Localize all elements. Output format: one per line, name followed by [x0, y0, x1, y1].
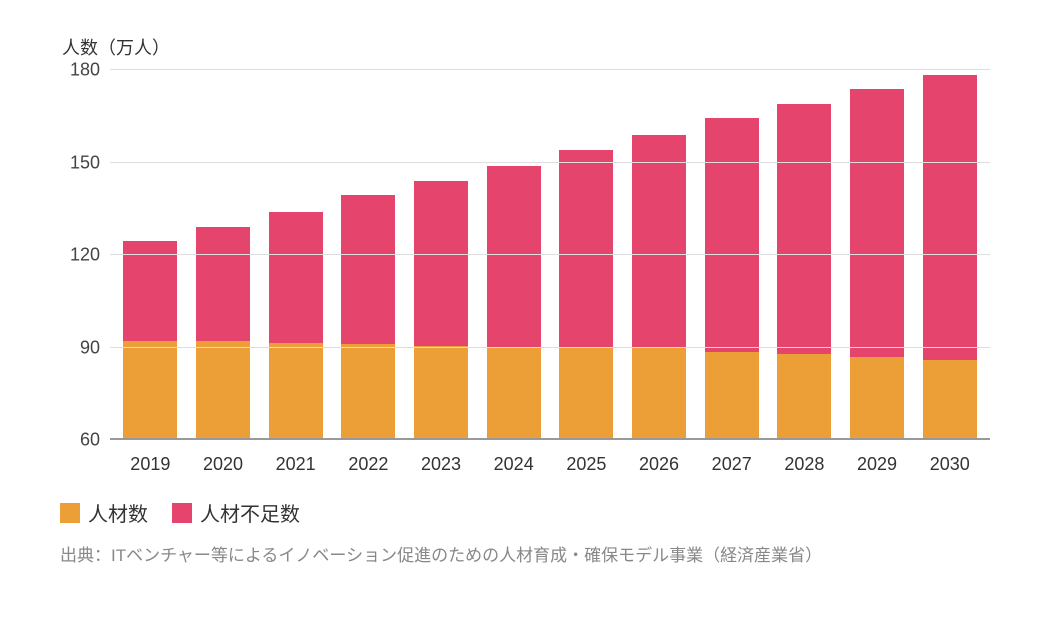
bar — [341, 195, 395, 440]
bar — [923, 75, 977, 440]
bar-segment-fusoku — [123, 241, 177, 341]
bar-segment-jinzai — [196, 341, 250, 440]
bar — [487, 166, 541, 440]
y-tick-label: 120 — [50, 245, 100, 266]
bar-slot: 2027 — [695, 70, 768, 440]
bar-segment-jinzai — [705, 352, 759, 440]
bar-segment-jinzai — [559, 348, 613, 441]
bar-segment-jinzai — [632, 348, 686, 441]
bar — [123, 241, 177, 440]
y-tick-label: 60 — [50, 430, 100, 451]
y-tick-label: 150 — [50, 152, 100, 173]
bar — [705, 118, 759, 440]
bar-slot: 2020 — [187, 70, 260, 440]
gridline — [110, 347, 990, 348]
bar-segment-jinzai — [850, 357, 904, 440]
bar-slot: 2019 — [114, 70, 187, 440]
legend-item-jinzai: 人材数 — [60, 498, 148, 527]
bar-segment-jinzai — [341, 344, 395, 440]
bar-slot: 2028 — [768, 70, 841, 440]
gridline — [110, 162, 990, 163]
x-tick-label: 2030 — [930, 454, 970, 475]
bar — [632, 135, 686, 440]
bar — [414, 181, 468, 440]
bar-segment-fusoku — [705, 118, 759, 352]
legend-swatch-fusoku — [172, 503, 192, 523]
bar-slot: 2029 — [841, 70, 914, 440]
bar — [196, 227, 250, 440]
x-tick-label: 2024 — [494, 454, 534, 475]
bar-slot: 2026 — [623, 70, 696, 440]
legend-swatch-jinzai — [60, 503, 80, 523]
y-tick-label: 90 — [50, 337, 100, 358]
bar-segment-jinzai — [777, 354, 831, 440]
bar — [559, 150, 613, 440]
bar-segment-fusoku — [632, 135, 686, 348]
bar-segment-fusoku — [414, 181, 468, 346]
bar-segment-jinzai — [414, 346, 468, 440]
bars-group: 2019202020212022202320242025202620272028… — [110, 70, 990, 440]
x-tick-label: 2027 — [712, 454, 752, 475]
bar-segment-fusoku — [269, 212, 323, 343]
bar-segment-jinzai — [923, 360, 977, 440]
bar-segment-jinzai — [123, 341, 177, 440]
bar-segment-fusoku — [777, 104, 831, 354]
bar-segment-jinzai — [269, 343, 323, 440]
bar-slot: 2021 — [259, 70, 332, 440]
legend-label-jinzai: 人材数 — [88, 498, 148, 527]
gridline — [110, 254, 990, 255]
x-tick-label: 2028 — [784, 454, 824, 475]
source-citation: 出典：ITベンチャー等によるイノベーション促進のための人材育成・確保モデル事業（… — [60, 541, 1010, 566]
bar — [269, 212, 323, 440]
chart-container: 人数（万人） 201920202021202220232024202520262… — [0, 0, 1060, 620]
bar-slot: 2030 — [913, 70, 986, 440]
legend-label-fusoku: 人材不足数 — [200, 498, 300, 527]
bar-segment-fusoku — [923, 75, 977, 360]
bar-segment-fusoku — [487, 166, 541, 348]
bar-slot: 2024 — [477, 70, 550, 440]
bar-segment-fusoku — [196, 227, 250, 341]
bar-slot: 2022 — [332, 70, 405, 440]
x-tick-label: 2023 — [421, 454, 461, 475]
y-axis-title: 人数（万人） — [62, 34, 170, 60]
y-tick-label: 180 — [50, 60, 100, 81]
plot-area: 2019202020212022202320242025202620272028… — [110, 70, 990, 440]
x-tick-label: 2019 — [130, 454, 170, 475]
bar-segment-fusoku — [850, 89, 904, 357]
bar-segment-fusoku — [341, 195, 395, 345]
x-axis-line — [110, 438, 990, 440]
bar — [850, 89, 904, 441]
legend-item-fusoku: 人材不足数 — [172, 498, 300, 527]
x-tick-label: 2025 — [566, 454, 606, 475]
x-tick-label: 2029 — [857, 454, 897, 475]
bar — [777, 104, 831, 440]
x-tick-label: 2022 — [348, 454, 388, 475]
bar-slot: 2025 — [550, 70, 623, 440]
x-tick-label: 2020 — [203, 454, 243, 475]
x-tick-label: 2021 — [276, 454, 316, 475]
bar-slot: 2023 — [405, 70, 478, 440]
bar-segment-fusoku — [559, 150, 613, 347]
x-tick-label: 2026 — [639, 454, 679, 475]
legend: 人材数 人材不足数 — [60, 498, 1010, 527]
bar-segment-jinzai — [487, 348, 541, 441]
gridline — [110, 69, 990, 70]
